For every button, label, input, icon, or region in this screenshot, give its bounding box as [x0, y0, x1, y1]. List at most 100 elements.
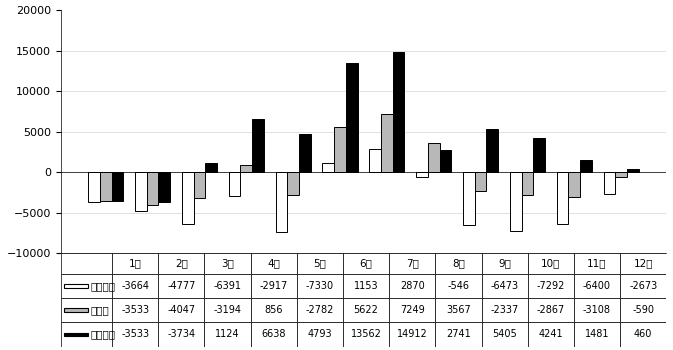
Bar	[205, 298, 250, 322]
Bar	[343, 298, 389, 322]
Text: 7월: 7월	[406, 258, 419, 268]
Bar	[205, 274, 250, 298]
Bar	[580, 160, 592, 172]
Bar	[416, 172, 428, 177]
Text: 9월: 9월	[498, 258, 511, 268]
Bar	[533, 138, 545, 172]
Bar	[389, 322, 435, 346]
Bar	[393, 52, 404, 172]
Text: 2월: 2월	[175, 258, 188, 268]
Text: 1153: 1153	[354, 281, 378, 291]
Bar	[574, 322, 620, 346]
Bar	[205, 253, 250, 274]
Text: -7292: -7292	[536, 281, 565, 291]
Bar	[61, 322, 112, 346]
Text: 5622: 5622	[353, 305, 378, 315]
Bar	[604, 172, 615, 194]
Text: -6391: -6391	[213, 281, 242, 291]
Text: -6400: -6400	[583, 281, 611, 291]
Bar	[389, 253, 435, 274]
Bar	[112, 298, 158, 322]
Bar	[158, 253, 205, 274]
Text: -7330: -7330	[306, 281, 334, 291]
Bar	[112, 253, 158, 274]
Bar	[322, 163, 334, 172]
Bar	[205, 322, 250, 346]
Bar	[297, 274, 343, 298]
Bar	[61, 253, 112, 274]
Text: -2867: -2867	[536, 305, 565, 315]
Bar	[205, 163, 217, 172]
Bar	[343, 253, 389, 274]
Bar	[229, 172, 240, 196]
Bar	[381, 114, 393, 172]
Y-axis label: Wh: Wh	[0, 122, 3, 142]
Bar	[627, 169, 639, 172]
Text: 2870: 2870	[400, 281, 425, 291]
Bar	[299, 133, 311, 172]
Bar	[112, 172, 123, 201]
Text: 초등학교: 초등학교	[91, 281, 116, 291]
Text: -3194: -3194	[213, 305, 242, 315]
Bar	[334, 127, 346, 172]
Bar	[112, 322, 158, 346]
Bar	[510, 172, 522, 231]
Bar	[61, 274, 112, 298]
Text: -546: -546	[448, 281, 470, 291]
Text: 3567: 3567	[446, 305, 471, 315]
Bar	[112, 274, 158, 298]
Bar	[158, 298, 205, 322]
Bar	[528, 274, 574, 298]
Bar	[158, 274, 205, 298]
Text: -590: -590	[632, 305, 654, 315]
Bar	[615, 172, 627, 177]
Bar	[343, 274, 389, 298]
Bar	[100, 172, 112, 201]
Bar	[250, 274, 297, 298]
Bar	[61, 298, 112, 322]
Text: 10월: 10월	[541, 258, 561, 268]
Text: 4793: 4793	[308, 329, 332, 340]
Bar	[439, 150, 452, 172]
Text: 3월: 3월	[221, 258, 234, 268]
Text: 5405: 5405	[492, 329, 517, 340]
Text: 2741: 2741	[446, 329, 471, 340]
Bar	[528, 322, 574, 346]
Text: -3734: -3734	[168, 329, 195, 340]
Bar	[389, 274, 435, 298]
Bar	[275, 172, 287, 232]
Text: -3664: -3664	[121, 281, 149, 291]
Text: 고등학교: 고등학교	[91, 329, 116, 340]
Bar	[481, 274, 528, 298]
Bar	[428, 144, 439, 172]
Bar	[574, 253, 620, 274]
Bar	[182, 172, 194, 224]
Bar	[240, 165, 252, 172]
Bar	[250, 253, 297, 274]
Text: 6월: 6월	[359, 258, 373, 268]
Bar	[435, 274, 481, 298]
Text: 14912: 14912	[397, 329, 427, 340]
Bar	[574, 274, 620, 298]
Text: 6638: 6638	[261, 329, 286, 340]
Text: 중학교: 중학교	[91, 305, 110, 315]
Bar	[297, 253, 343, 274]
Text: 4241: 4241	[538, 329, 563, 340]
Bar	[528, 298, 574, 322]
Bar	[346, 63, 357, 172]
Text: 1481: 1481	[585, 329, 609, 340]
Text: 856: 856	[264, 305, 283, 315]
Bar	[620, 253, 666, 274]
Bar	[481, 253, 528, 274]
Bar	[252, 119, 264, 172]
Text: 7249: 7249	[400, 305, 425, 315]
Bar	[343, 322, 389, 346]
Text: 4월: 4월	[267, 258, 280, 268]
Bar	[522, 172, 533, 195]
Bar	[557, 172, 569, 224]
Text: -2337: -2337	[491, 305, 519, 315]
Bar	[620, 298, 666, 322]
Text: -4777: -4777	[167, 281, 196, 291]
Text: 1월: 1월	[129, 258, 141, 268]
Bar	[474, 172, 487, 191]
